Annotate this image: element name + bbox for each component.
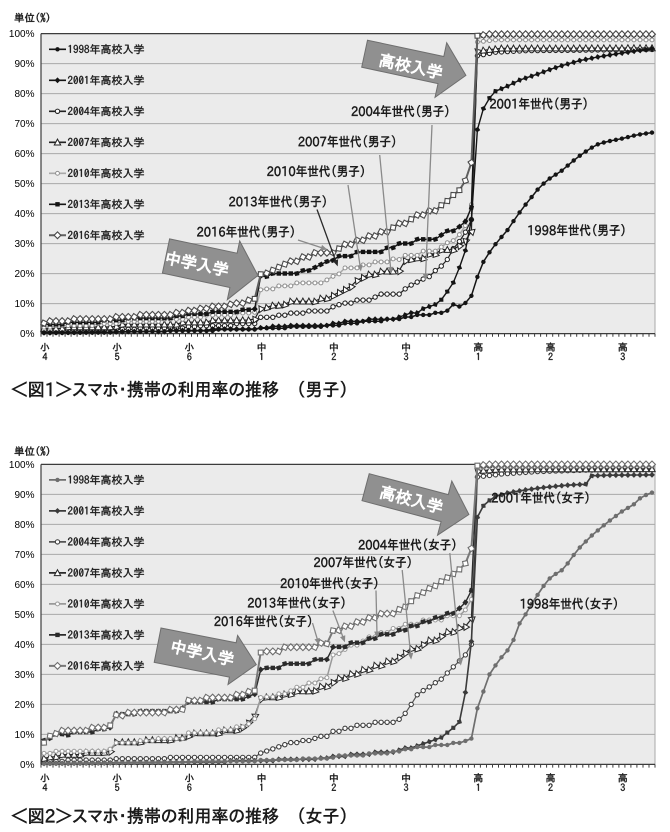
svg-text:70%: 70%: [14, 550, 34, 561]
svg-text:80%: 80%: [14, 89, 34, 100]
svg-text:0%: 0%: [20, 329, 35, 340]
svg-text:60%: 60%: [14, 580, 34, 591]
svg-text:30%: 30%: [14, 239, 34, 250]
svg-text:70%: 70%: [14, 119, 34, 130]
svg-text:0%: 0%: [20, 760, 35, 771]
svg-text:20%: 20%: [14, 700, 34, 711]
svg-text:100%: 100%: [9, 29, 35, 40]
svg-text:30%: 30%: [14, 670, 34, 681]
svg-text:50%: 50%: [14, 610, 34, 621]
svg-text:50%: 50%: [14, 179, 34, 190]
svg-text:10%: 10%: [14, 299, 34, 310]
svg-text:90%: 90%: [14, 490, 34, 501]
svg-text:100%: 100%: [9, 460, 35, 471]
svg-text:80%: 80%: [14, 520, 34, 531]
svg-text:40%: 40%: [14, 209, 34, 220]
svg-text:10%: 10%: [14, 730, 34, 741]
svg-text:20%: 20%: [14, 269, 34, 280]
svg-text:60%: 60%: [14, 149, 34, 160]
svg-text:90%: 90%: [14, 59, 34, 70]
svg-text:40%: 40%: [14, 640, 34, 651]
